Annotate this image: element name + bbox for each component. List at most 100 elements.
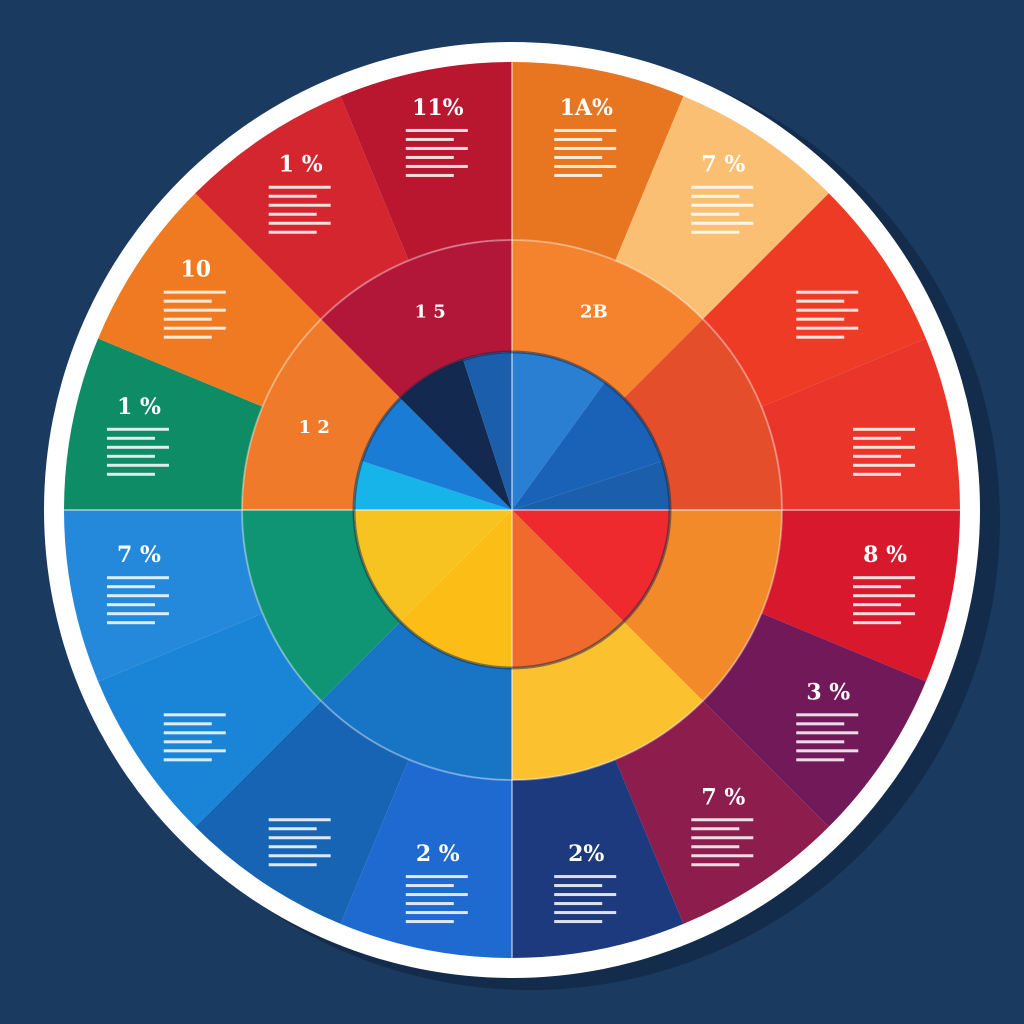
outer-segment-2-text-line-1 [691,185,754,189]
outer-segment-16 [340,62,512,261]
outer-segment-label-15: 1 % [279,152,323,178]
outer-segment-2-text-line-6 [691,230,740,234]
outer-segment-2-text-line-3 [691,203,754,207]
outer-segment-2-text-line-2 [691,194,740,198]
outer-segment-13-text-line-1 [106,427,169,431]
outer-segment-12-text-line-6 [106,621,155,625]
outer-segment-14-text-line-3 [163,308,226,312]
outer-segment-3-text-line-1 [796,290,859,294]
inner-segment-5 [512,510,624,668]
outer-segment-4-text-line-1 [853,427,916,431]
inner-segment-6 [400,510,512,668]
outer-segment-1-text-line-1 [554,128,617,132]
outer-segment-14-text-line-6 [163,335,212,339]
outer-segment-6-text-line-2 [796,722,845,726]
outer-segment-15-text-line-5 [268,221,331,225]
outer-segment-10-text-line-2 [268,827,317,831]
outer-segment-13-text-line-2 [106,436,155,440]
outer-segment-12-text-line-2 [106,585,155,589]
outer-segment-6-text-line-5 [796,749,859,753]
outer-segment-8-text-line-2 [554,884,603,888]
outer-segment-4-text-line-2 [853,436,902,440]
outer-ring [64,62,960,958]
outer-segment-label-7: 7 % [701,784,745,810]
outer-segment-2-text-line-5 [691,221,754,225]
outer-segment-label-16: 11% [412,95,464,121]
outer-segment-10 [195,700,409,924]
outer-segment-6-text-line-3 [796,731,859,735]
outer-segment-2-text-line-4 [691,212,740,216]
outer-segment-4-text-line-3 [853,445,916,449]
outer-segment-16-text-line-3 [405,146,468,150]
outer-segment-8-text-line-5 [554,911,617,915]
outer-segment-7-text-line-6 [691,863,740,867]
inner-pie [354,352,670,668]
inner-segment-2 [512,382,663,510]
middle-ring-outline [241,239,783,781]
middle-segment-label-1: 2B [580,301,608,322]
inner-segment-9 [361,398,512,510]
outer-segment-11-text-line-5 [163,749,226,753]
outer-segment-3-text-line-6 [796,335,845,339]
outer-segment-15-text-line-6 [268,230,317,234]
inner-segment-8 [354,461,512,510]
outer-segment-8-text-line-6 [554,920,603,924]
outer-segment-8-text-line-1 [554,875,617,879]
outer-segment-2 [615,96,829,320]
outer-segment-10-text-line-5 [268,854,331,858]
outer-segment-3-text-line-3 [796,308,859,312]
outer-segment-3-text-line-2 [796,299,845,303]
outer-segment-15-text-line-3 [268,203,331,207]
outer-segment-11-text-line-2 [163,722,212,726]
outer-segment-12-text-line-3 [106,594,169,598]
outer-segment-11-text-line-6 [163,758,212,762]
outer-segment-16-text-line-1 [405,128,468,132]
outer-segment-5-text-line-5 [853,612,916,616]
outer-segment-1-text-line-6 [554,173,603,177]
outer-segment-9-text-line-2 [405,884,454,888]
outer-segment-6 [702,613,926,827]
inner-segment-3 [512,461,670,510]
outer-segment-15 [195,96,409,320]
outer-segment-label-5: 8 % [863,542,907,568]
outer-segment-11-text-line-3 [163,731,226,735]
outer-segment-7 [615,700,829,924]
outer-segment-7-text-line-3 [691,836,754,840]
outer-segment-4 [761,338,960,510]
outer-segment-1-text-line-4 [554,155,603,159]
outer-segment-1-text-line-2 [554,137,603,141]
outer-segment-1 [512,62,684,261]
outer-segment-7-text-line-1 [691,818,754,822]
inner-segment-4 [512,510,670,622]
segment-labels: 1A% 7 % 8 % 3 % 7 % 2% 2 % 7 % 1 % 10 1 % 11% 2B 1 2 1… [117,95,907,867]
outer-segment-9-text-line-4 [405,902,454,906]
outer-segment-8 [512,759,684,958]
outer-segment-16-text-line-6 [405,173,454,177]
outer-segment-15-text-line-1 [268,185,331,189]
outer-segment-9 [340,759,512,958]
outer-segment-9-text-line-5 [405,911,468,915]
outer-segment-5-text-line-4 [853,603,902,607]
outer-segment-10-text-line-4 [268,845,317,849]
outer-segment-label-6: 3 % [806,679,850,705]
outer-segment-12-text-line-4 [106,603,155,607]
outer-segment-7-text-line-4 [691,845,740,849]
outer-segment-9-text-line-6 [405,920,454,924]
outer-segment-11 [98,613,322,827]
outer-segment-1-text-line-3 [554,146,617,150]
outer-segment-6-text-line-6 [796,758,845,762]
outer-segment-14-text-line-4 [163,317,212,321]
outer-segment-7-text-line-2 [691,827,740,831]
outer-segment-5-text-line-3 [853,594,916,598]
outer-segment-3-text-line-5 [796,326,859,330]
outer-segment-15-text-line-4 [268,212,317,216]
outer-segment-13-text-line-6 [106,472,155,476]
outer-segment-12-text-line-1 [106,576,169,580]
outer-segment-4-text-line-5 [853,463,916,467]
outer-segment-12-text-line-5 [106,612,169,616]
outer-segment-9-text-line-1 [405,875,468,879]
outer-segment-14-text-line-2 [163,299,212,303]
outer-segment-10-text-line-6 [268,863,317,867]
middle-segment-label-7: 1 2 [299,417,330,438]
